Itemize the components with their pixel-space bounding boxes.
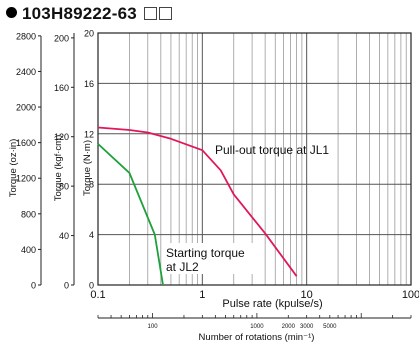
y-tick-label: 80 <box>59 182 69 192</box>
series-label-starting: at JL2 <box>166 260 199 274</box>
secondary-x-tick-label: 100 <box>148 324 159 330</box>
series-line-starting <box>97 143 164 286</box>
secondary-x-tick-label: 5000 <box>323 324 337 330</box>
plot-frame <box>97 32 412 286</box>
secondary-x-tick-label: 2000 <box>282 324 296 330</box>
y-tick-label: 20 <box>84 29 94 39</box>
suffix-box-icon <box>143 7 157 20</box>
series-line-pull-out <box>97 126 298 277</box>
x-tick-label: 0.1 <box>90 289 105 301</box>
series-label-pull-out: Pull-out torque at JL1 <box>215 143 329 157</box>
y-axis-label-nm: Torque (N·m) <box>82 140 93 196</box>
y-tick-label: 40 <box>59 231 69 241</box>
series-label-starting: Starting torque <box>166 246 245 260</box>
y-tick-label: 0 <box>64 281 69 291</box>
y-axis-label-kgfcm: Torque (kgf·cm) <box>53 135 64 202</box>
suffix-box-icon <box>158 7 172 20</box>
y-tick-label: 2800 <box>16 31 36 41</box>
y-tick-label: 1200 <box>16 174 36 184</box>
y-tick-label: 8 <box>89 180 94 190</box>
x-axes: 0.1 1 10 100 100 1000 2000 3000 5000 <box>90 289 419 330</box>
y-tick-label: 4 <box>89 230 94 240</box>
secondary-x-tick-label: 1000 <box>250 324 264 330</box>
x-tick-label: 10 <box>301 289 313 301</box>
series-label-background <box>164 243 264 274</box>
y-tick-label: 0 <box>31 281 36 291</box>
y-tick-label: 400 <box>21 245 36 255</box>
y-tick-label: 16 <box>84 79 94 89</box>
chart-title: 103H89222-63 <box>6 4 172 24</box>
series-labels: Pull-out torque at JL1 Starting torqueat … <box>164 143 329 274</box>
y-tick-label: 12 <box>84 129 94 139</box>
y-axes: 0481216200408012016020004008001200160020… <box>16 29 94 291</box>
bullet-icon <box>6 7 17 18</box>
series-layer <box>97 126 298 286</box>
secondary-x-axis-label: Number of rotations (min⁻¹) <box>199 332 315 343</box>
y-axis-label-ozin: Torque (oz·in) <box>8 139 19 198</box>
secondary-x-tick-label: 3000 <box>300 324 314 330</box>
x-tick-label: 100 <box>402 289 419 301</box>
y-tick-label: 2400 <box>16 67 36 77</box>
y-tick-label: 2000 <box>16 103 36 113</box>
y-tick-label: 120 <box>54 132 69 142</box>
y-tick-label: 200 <box>54 33 69 43</box>
y-tick-label: 800 <box>21 209 36 219</box>
y-tick-label: 1600 <box>16 138 36 148</box>
y-tick-label: 0 <box>89 281 94 291</box>
x-axis-label: Pulse rate (kpulse/s) <box>222 298 322 310</box>
x-tick-label: 1 <box>199 289 205 301</box>
model-number: 103H89222-63 <box>22 4 137 23</box>
y-tick-label: 160 <box>54 83 69 93</box>
